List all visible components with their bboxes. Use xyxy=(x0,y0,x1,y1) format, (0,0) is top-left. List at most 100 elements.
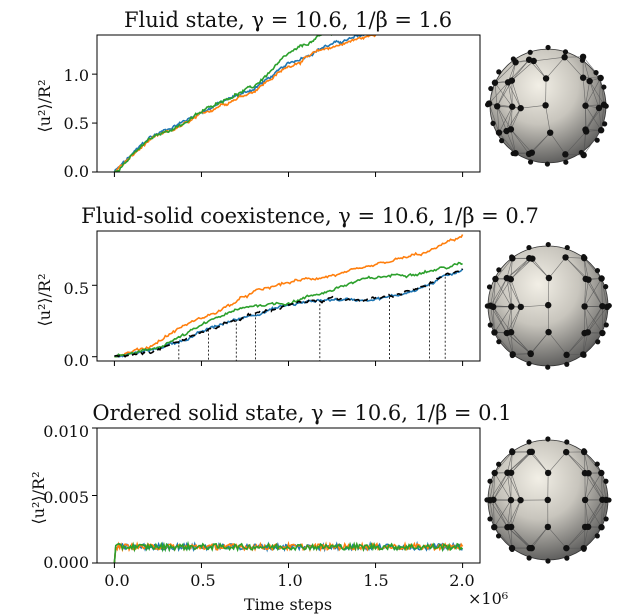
sphere-mesh-edge xyxy=(510,451,531,473)
sphere-mesh-edge xyxy=(584,472,602,501)
sphere-rim-particle xyxy=(545,44,551,51)
series-blue-line xyxy=(113,35,368,172)
sphere-rim-particle xyxy=(581,448,587,454)
sphere-mesh-edge xyxy=(510,129,533,153)
sphere-mesh-edge xyxy=(488,82,496,104)
sphere-rim-particle xyxy=(496,69,502,75)
sphere-rim-particle xyxy=(594,137,600,143)
sphere-mesh-edge xyxy=(496,106,507,132)
y-tick-label: 0.000 xyxy=(43,553,89,572)
sphere-mesh-edge xyxy=(587,306,603,333)
sphere-mesh-edge xyxy=(490,305,495,333)
sphere-mesh-edge xyxy=(510,279,522,307)
sphere-mesh-edge xyxy=(530,331,549,354)
sphere-mesh-edge xyxy=(601,499,603,528)
panel-solid: Ordered solid state, γ = 10.6, 1/β = 0.1… xyxy=(29,401,612,572)
y-axis-label: ⟨u²⟩/R² xyxy=(35,273,54,326)
sphere-mesh-edge xyxy=(601,278,603,307)
sphere-particle xyxy=(595,104,603,112)
sphere-rim-particle xyxy=(581,352,587,358)
sphere-rim-particle xyxy=(509,352,515,359)
y-tick-label: 0.0 xyxy=(64,162,89,181)
series-orange-line xyxy=(113,540,464,563)
sphere-rim-particle xyxy=(527,159,534,165)
sphere-particle xyxy=(546,129,554,136)
sphere-mesh-edge xyxy=(584,499,603,528)
sphere-particle xyxy=(507,496,515,504)
sphere-mesh-edge xyxy=(494,332,513,355)
sphere-particle xyxy=(582,128,590,135)
sphere-particle xyxy=(545,301,552,309)
y-ticks: 0.0 0.5 1.0 xyxy=(64,66,89,181)
sphere-rim-particle xyxy=(564,555,570,561)
sphere-rim-particle xyxy=(563,159,569,165)
sphere-mesh-edge xyxy=(545,57,565,79)
y-axis-label: ⟨u²⟩/R² xyxy=(35,79,54,132)
sphere-particle xyxy=(563,351,570,359)
sphere-mesh-edge xyxy=(583,527,602,549)
sphere-mesh-edge xyxy=(493,472,495,500)
sphere-particle xyxy=(492,275,499,283)
sphere-mesh-edge xyxy=(587,306,608,333)
sphere-mesh-edge xyxy=(565,131,587,155)
sphere-mesh-edge xyxy=(490,305,508,334)
sphere-mesh-edge xyxy=(496,106,500,133)
sphere-mesh-edge xyxy=(493,499,512,528)
sphere-mesh-edge xyxy=(548,257,566,279)
sphere-mesh-edge xyxy=(584,473,589,500)
sphere-particle xyxy=(525,56,533,63)
sphere-mesh-edge xyxy=(547,278,550,306)
sphere-mesh-edge xyxy=(506,258,530,279)
sphere-mesh-edge xyxy=(589,80,600,109)
sphere-particle xyxy=(581,303,588,310)
y-tick-label: 0.0 xyxy=(64,351,89,370)
sphere-mesh-edge xyxy=(601,278,608,308)
sphere-mesh-edge xyxy=(496,106,512,130)
sphere-mesh-edge xyxy=(583,258,586,279)
sphere-mesh-edge xyxy=(489,472,495,501)
sphere-rim-particle xyxy=(496,461,502,467)
sphere-particle xyxy=(491,329,498,336)
sphere-rim-particle xyxy=(564,361,570,367)
sphere-particle xyxy=(599,302,606,310)
sphere-mesh-edge xyxy=(510,258,513,280)
sphere-particle xyxy=(491,469,498,477)
sphere-mesh-edge xyxy=(583,451,589,474)
sphere-particle xyxy=(517,496,524,504)
sphere-rim-particle xyxy=(510,150,516,157)
x-axis-multiplier: ×10⁶ xyxy=(468,589,508,608)
sphere-rim-particle xyxy=(603,516,609,522)
sphere-rim-particle xyxy=(509,546,515,553)
sphere-particle xyxy=(544,496,551,504)
sphere-particle xyxy=(581,496,589,504)
sphere-mesh-edge xyxy=(510,106,513,130)
sphere-rim-particle xyxy=(487,478,493,484)
sphere-mesh-edge xyxy=(506,306,522,334)
sphere-rim-particle xyxy=(545,558,551,564)
sphere-mesh-edge xyxy=(566,526,589,549)
sphere-rim-particle xyxy=(606,303,612,309)
sphere-mesh-edge xyxy=(494,526,513,549)
plot-area xyxy=(92,427,481,568)
x-tick-label: 1.5 xyxy=(363,571,388,590)
sphere-mesh-edge xyxy=(507,451,531,473)
sphere-rim-particle xyxy=(545,364,551,370)
sphere-mesh-edge xyxy=(510,332,514,355)
axes-frame xyxy=(96,230,481,362)
x-tick-label: 1.0 xyxy=(277,571,302,590)
series-group xyxy=(113,234,464,358)
sphere-particle xyxy=(508,303,515,310)
series-orange-line xyxy=(114,35,377,172)
x-tick-label: 2.0 xyxy=(449,571,474,590)
sphere-mesh-edge xyxy=(587,499,603,527)
sphere-particle xyxy=(599,329,606,337)
sphere-mesh-edge xyxy=(510,526,513,549)
sphere-rim-particle xyxy=(526,244,532,251)
sphere-mesh-edge xyxy=(520,105,546,109)
sphere-rim-particle xyxy=(602,121,608,127)
sphere-mesh-edge xyxy=(583,526,589,549)
sphere-mesh-edge xyxy=(492,278,496,307)
x-tick-label: 0.0 xyxy=(104,571,129,590)
sphere-rim-particle xyxy=(594,533,600,539)
